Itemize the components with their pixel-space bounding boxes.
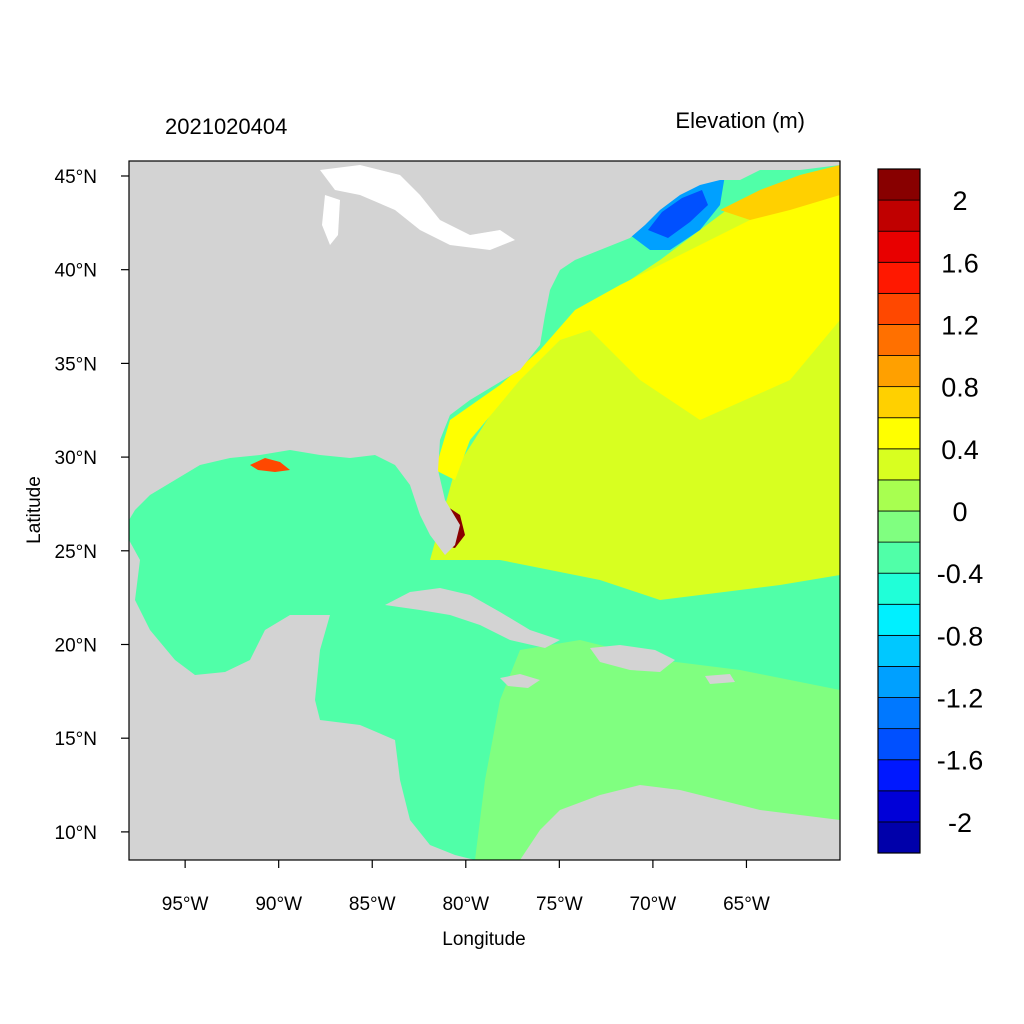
x-tick-label: 90°W bbox=[255, 894, 302, 915]
y-tick-label: 30°N bbox=[55, 448, 97, 469]
colorbar-tick-label: 0.4 bbox=[941, 435, 979, 465]
y-tick-label: 10°N bbox=[55, 823, 97, 844]
colorbar: 2 1.6 1.2 0.8 0.4 0 -0.4 -0.8 -1.2 -1.6 -2 bbox=[877, 168, 984, 854]
colorbar-tick-label: 0 bbox=[952, 497, 967, 527]
atlantic-coastal-high bbox=[435, 175, 840, 480]
colorbar-tick-label: -2 bbox=[948, 808, 972, 838]
scotian-shelf-high bbox=[720, 165, 840, 220]
y-axis-label: Latitude bbox=[24, 476, 45, 544]
variable-title: Elevation (m) bbox=[675, 108, 805, 133]
colorbar-segment bbox=[877, 448, 921, 481]
colorbar-tick-label: -0.4 bbox=[937, 559, 984, 589]
colorbar-segment bbox=[877, 759, 921, 792]
y-tick-label: 40°N bbox=[55, 261, 97, 282]
land-puerto-rico bbox=[705, 674, 735, 684]
land-cuba bbox=[385, 588, 560, 648]
colorbar-segment bbox=[877, 572, 921, 605]
colorbar-segment bbox=[877, 355, 921, 388]
colorbar-segment bbox=[877, 324, 921, 356]
land-north-america bbox=[129, 161, 840, 555]
colorbar-segment bbox=[877, 479, 921, 512]
colorbar-tick-label: -1.6 bbox=[937, 746, 984, 776]
y-axis: 45°N 40°N 35°N 30°N 25°N 20°N 15°N 10°N bbox=[55, 167, 129, 844]
colorbar-segment bbox=[877, 510, 921, 543]
colorbar-tick-label: 2 bbox=[952, 186, 967, 216]
great-lakes bbox=[320, 165, 515, 250]
colorbar-segment bbox=[877, 261, 921, 294]
gulf-of-maine-core bbox=[648, 190, 708, 238]
colorbar-tick-label: 0.8 bbox=[941, 373, 979, 403]
colorbar-segment bbox=[877, 386, 921, 419]
x-tick-label: 75°W bbox=[536, 894, 583, 915]
colorbar-segment bbox=[877, 168, 921, 201]
y-tick-label: 25°N bbox=[55, 542, 97, 563]
colorbar-tick-label: 1.2 bbox=[941, 310, 979, 340]
land-hispaniola bbox=[590, 645, 675, 672]
colorbar-segment bbox=[877, 541, 921, 574]
colorbar-segment bbox=[877, 666, 921, 698]
map-area bbox=[129, 161, 840, 860]
lake-michigan bbox=[322, 195, 340, 245]
land-jamaica bbox=[500, 674, 540, 688]
colorbar-segment bbox=[877, 230, 921, 263]
x-axis: 95°W 90°W 85°W 80°W 75°W 70°W 65°W bbox=[162, 860, 770, 915]
colorbar-segment bbox=[877, 634, 921, 667]
colorbar-frame bbox=[877, 168, 921, 854]
y-tick-label: 15°N bbox=[55, 729, 97, 750]
colorbar-tick-label: 1.6 bbox=[941, 248, 979, 278]
colorbar-segment bbox=[877, 603, 921, 636]
colorbar-segment bbox=[877, 697, 921, 730]
colorbar-segment bbox=[877, 728, 921, 761]
x-axis-label: Longitude bbox=[442, 929, 525, 950]
colorbar-tick-label: -0.8 bbox=[937, 621, 984, 651]
colorbar-segment bbox=[877, 199, 921, 232]
caribbean-zone bbox=[475, 640, 840, 860]
land-mexico-central-america bbox=[129, 540, 475, 860]
date-title: 2021020404 bbox=[165, 114, 287, 139]
x-tick-label: 80°W bbox=[442, 894, 489, 915]
x-tick-label: 65°W bbox=[723, 894, 770, 915]
map-frame bbox=[128, 160, 841, 861]
y-tick-label: 20°N bbox=[55, 635, 97, 656]
colorbar-segment bbox=[877, 790, 921, 823]
x-tick-label: 85°W bbox=[349, 894, 396, 915]
colorbar-segment bbox=[877, 821, 921, 854]
gulf-coast-surge bbox=[250, 458, 290, 472]
colorbar-segment bbox=[877, 417, 921, 450]
y-tick-label: 35°N bbox=[55, 354, 97, 375]
x-tick-label: 70°W bbox=[630, 894, 677, 915]
colorbar-segment bbox=[877, 292, 921, 325]
y-tick-label: 45°N bbox=[55, 167, 97, 188]
colorbar-tick-label: -1.2 bbox=[937, 684, 984, 714]
land-south-america bbox=[520, 785, 840, 860]
x-tick-label: 95°W bbox=[162, 894, 209, 915]
